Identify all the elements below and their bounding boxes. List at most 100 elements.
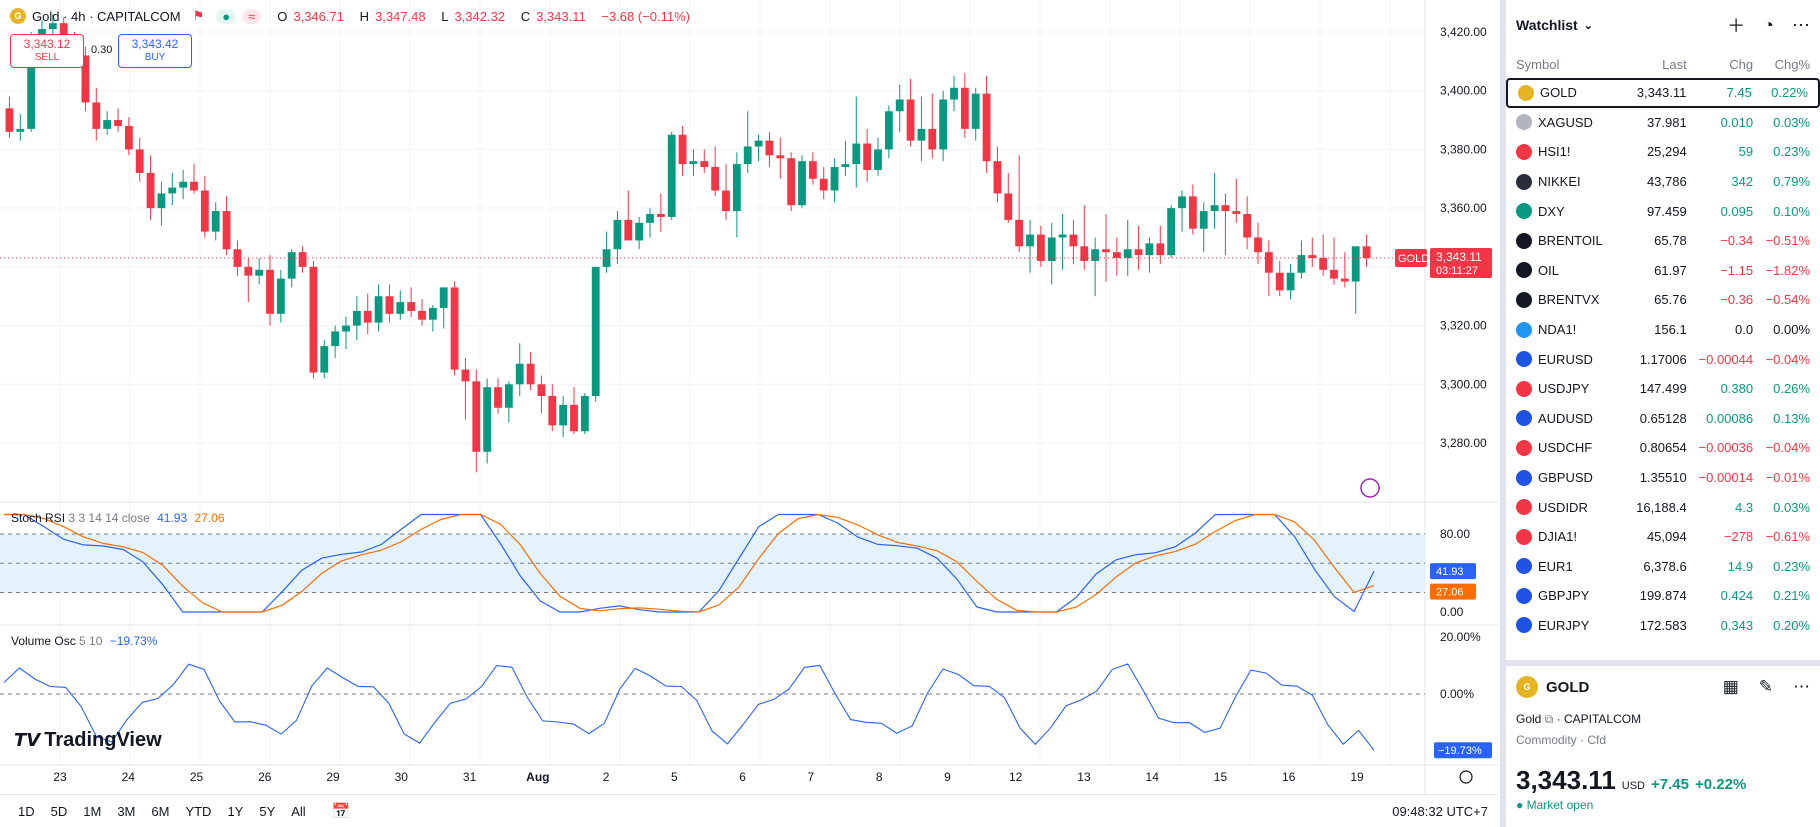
candle-body — [798, 161, 806, 206]
watchlist-symbol: DJIA1! — [1538, 529, 1578, 545]
timeframe-1m[interactable]: 1M — [83, 803, 102, 819]
advanced-view-icon[interactable]: ◔ — [1763, 14, 1774, 35]
watchlist-chg: −0.34 — [1720, 233, 1754, 249]
watchlist-symbol: OIL — [1538, 262, 1559, 278]
watchlist-row[interactable]: EUR1 6,378.6 14.9 0.23% — [1506, 552, 1820, 582]
candle-body — [700, 161, 709, 168]
more-icon[interactable]: ⋯ — [1793, 677, 1810, 696]
watchlist-row[interactable]: USDJPY 147.499 0.380 0.26% — [1506, 374, 1820, 404]
candle-body — [483, 387, 492, 452]
col-symbol[interactable]: Symbol — [1516, 56, 1560, 72]
symbol-icon — [1516, 262, 1532, 279]
watchlist-row[interactable]: GBPUSD 1.35510 −0.00014 −0.01% — [1506, 463, 1820, 493]
candle-body — [287, 252, 296, 279]
col-chg[interactable]: Chg — [1729, 56, 1754, 72]
candle-body — [59, 23, 68, 44]
candle-body — [830, 167, 839, 191]
spread-value: 0.30 — [91, 44, 113, 56]
watchlist-row[interactable]: BRENTOIL 65.78 −0.34 −0.51% — [1506, 226, 1820, 256]
watchlist-row[interactable]: AUDUSD 0.65128 0.00086 0.13% — [1506, 404, 1820, 434]
timeframe-5y[interactable]: 5Y — [259, 803, 276, 819]
candle-body — [5, 108, 14, 132]
sell-label: SELL — [34, 52, 60, 63]
volume-osc-legend[interactable]: Volume Osc 5 10 −19.73% — [11, 634, 157, 648]
watchlist-chgp: −0.51% — [1765, 233, 1811, 249]
buy-label: BUY — [144, 52, 166, 63]
candle-body — [211, 211, 220, 232]
sell-button[interactable]: 3,343.12 SELL — [10, 34, 84, 68]
watchlist-chgp: 0.22% — [1771, 85, 1808, 101]
time-tick-label: 30 — [395, 770, 409, 784]
col-chgp[interactable]: Chg% — [1774, 56, 1811, 72]
watchlist-row[interactable]: OIL 61.97 −1.15 −1.82% — [1506, 256, 1820, 286]
tradingview-logo[interactable]: 𝙏𝙑 TradingView — [14, 729, 162, 752]
watchlist-row[interactable]: XAGUSD 37.981 0.010 0.03% — [1506, 108, 1820, 138]
watchlist-row[interactable]: BRENTVX 65.76 −0.36 −0.54% — [1506, 285, 1820, 315]
watchlist-chgp: 0.23% — [1773, 558, 1811, 574]
watchlist-row[interactable]: GOLD 3,343.11 7.45 0.22% — [1506, 78, 1820, 108]
market-status-icon[interactable]: ● — [216, 8, 237, 24]
candle-body — [200, 190, 209, 232]
current-symbol-tag — [1395, 249, 1427, 268]
watchlist-last: 43,786 — [1646, 174, 1687, 190]
watchlist-row[interactable]: USDIDR 16,188.4 4.3 0.03% — [1506, 492, 1820, 522]
watchlist-row[interactable]: NIKKEI 43,786 342 0.79% — [1506, 167, 1820, 197]
candle-body — [27, 37, 36, 129]
time-tick-label: 12 — [1009, 770, 1023, 784]
watchlist-row[interactable]: USDCHF 0.80654 −0.00036 −0.04% — [1506, 433, 1820, 463]
candle-body — [168, 187, 177, 194]
volosc-tag-label: −19.73% — [1438, 745, 1482, 757]
timeframe-5d[interactable]: 5D — [50, 803, 68, 819]
candle-body — [646, 214, 654, 223]
details-name: Gold ⧉ · CAPITALCOM — [1516, 712, 1642, 726]
candle-body — [1178, 196, 1186, 209]
chart-area[interactable]: 3,420.003,400.003,380.003,360.003,340.00… — [0, 0, 1498, 827]
watchlist-row[interactable]: EURJPY 172.583 0.343 0.20% — [1506, 611, 1820, 641]
watchlist-row[interactable]: DJIA1! 45,094 −278 −0.61% — [1506, 522, 1820, 552]
watchlist-row[interactable]: GBPJPY 199.874 0.424 0.21% — [1506, 581, 1820, 611]
edit-icon[interactable]: ✎ — [1758, 677, 1773, 696]
symbol-title[interactable]: Gold · 4h · CAPITALCOM — [32, 8, 181, 24]
watchlist-symbol: XAGUSD — [1538, 114, 1593, 130]
watchlist-symbol: EUR1 — [1538, 558, 1573, 574]
watchlist-row[interactable]: DXY 97.459 0.095 0.10% — [1506, 196, 1820, 226]
flag-icon[interactable]: ⚑ — [192, 8, 205, 23]
symbol-icon — [1516, 439, 1532, 456]
price-tick-label: 3,360.00 — [1440, 201, 1487, 215]
watchlist-symbol: NDA1! — [1538, 322, 1577, 338]
watchlist-row[interactable]: NDA1! 156.1 0.0 0.00% — [1506, 315, 1820, 345]
candle-body — [255, 269, 264, 276]
stoch-rsi-legend[interactable]: Stoch RSI 3 3 14 14 close 41.93 27.06 — [11, 511, 225, 525]
watchlist-row[interactable]: EURUSD 1.17006 −0.00044 −0.04% — [1506, 344, 1820, 374]
details-symbol[interactable]: GOLD — [1546, 678, 1590, 696]
timeframe-1y[interactable]: 1Y — [227, 803, 244, 819]
add-symbol-icon[interactable]: ＋ — [1727, 16, 1746, 36]
date-range-icon[interactable]: 📅 — [331, 803, 351, 820]
volosc-title: Volume Osc — [11, 634, 76, 648]
time-tick-label: 26 — [258, 770, 272, 784]
right-panel: Watchlist ⌄ ＋ ◔ ⋯ Symbol Last Chg Chg% G… — [1500, 0, 1820, 827]
timeframe-1d[interactable]: 1D — [18, 803, 35, 819]
chevron-down-icon[interactable]: ⌄ — [1583, 19, 1593, 32]
watchlist-row[interactable]: HSI1! 25,294 59 0.23% — [1506, 137, 1820, 167]
candle-body — [472, 381, 481, 452]
timeframe-6m[interactable]: 6M — [151, 803, 170, 819]
chart-canvas[interactable]: 3,420.003,400.003,380.003,360.003,340.00… — [0, 0, 1498, 827]
candle-body — [1015, 219, 1024, 247]
candle-body — [939, 99, 948, 150]
grid-icon[interactable]: ▦ — [1722, 677, 1739, 696]
timeframe-all[interactable]: All — [291, 803, 306, 819]
timeframe-3m[interactable]: 3M — [117, 803, 136, 819]
external-link-icon[interactable]: ⧉ — [1544, 712, 1554, 726]
watchlist-title[interactable]: Watchlist — [1516, 17, 1578, 33]
price-tick-label: 3,380.00 — [1440, 142, 1487, 156]
buy-button[interactable]: 3,343.42 BUY — [118, 34, 192, 68]
waves-icon[interactable]: ≈ — [242, 8, 262, 24]
candle-body — [266, 269, 274, 314]
more-icon[interactable]: ⋯ — [1792, 14, 1810, 35]
col-last[interactable]: Last — [1662, 56, 1687, 72]
timeframe-ytd[interactable]: YTD — [185, 803, 212, 819]
candle-body — [602, 249, 611, 267]
candle-body — [38, 29, 46, 38]
clock[interactable]: 09:48:32 UTC+7 — [1392, 804, 1488, 819]
